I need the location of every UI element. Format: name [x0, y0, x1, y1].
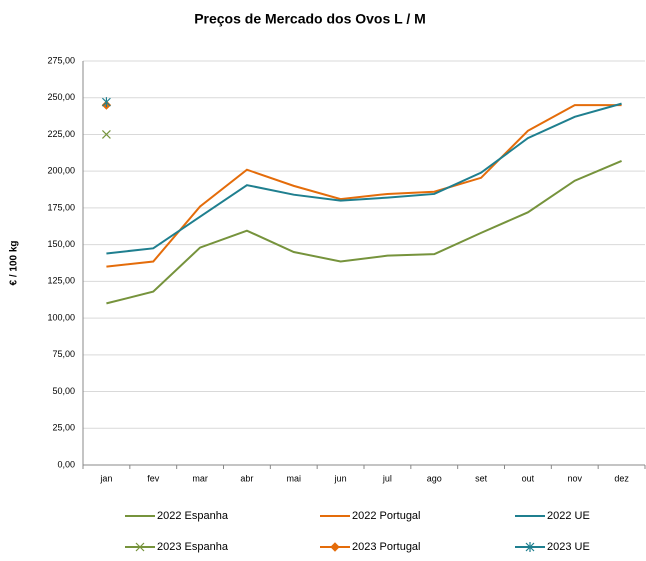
legend-label: 2023 UE: [547, 541, 590, 553]
x-tick-label: out: [522, 473, 535, 483]
y-axis-label: € / 100 kg: [9, 240, 20, 285]
legend-label: 2023 Espanha: [157, 541, 229, 553]
x-tick-label: dez: [614, 473, 629, 483]
y-tick-label: 0,00: [57, 459, 75, 469]
y-tick-label: 250,00: [47, 92, 75, 102]
x-tick-label: mai: [286, 473, 301, 483]
legend-label: 2022 Espanha: [157, 510, 229, 522]
x-tick-label: jul: [382, 473, 392, 483]
x-tick-label: fev: [147, 473, 160, 483]
legend-label: 2023 Portugal: [352, 541, 421, 553]
marker: [330, 542, 340, 552]
legend-label: 2022 UE: [547, 510, 590, 522]
x-tick-label: mar: [192, 473, 208, 483]
y-tick-label: 50,00: [52, 386, 75, 396]
marker: [101, 97, 111, 108]
x-tick-label: jan: [99, 473, 112, 483]
marker: [101, 130, 111, 139]
y-tick-label: 200,00: [47, 166, 75, 176]
marker: [525, 542, 535, 552]
chart-title: Preços de Mercado dos Ovos L / M: [194, 11, 426, 27]
legend-label: 2022 Portugal: [352, 510, 421, 522]
y-tick-label: 100,00: [47, 312, 75, 322]
x-tick-label: set: [475, 473, 488, 483]
y-tick-label: 150,00: [47, 239, 75, 249]
x-tick-label: abr: [240, 473, 253, 483]
y-tick-label: 275,00: [47, 55, 75, 65]
y-tick-label: 175,00: [47, 202, 75, 212]
y-tick-label: 25,00: [52, 423, 75, 433]
line-series: [106, 159, 622, 305]
y-tick-label: 125,00: [47, 276, 75, 286]
x-tick-label: jun: [334, 473, 347, 483]
marker: [135, 542, 145, 552]
line-series: [106, 104, 622, 268]
x-tick-label: ago: [427, 473, 442, 483]
x-tick-label: nov: [567, 473, 582, 483]
y-tick-label: 75,00: [52, 349, 75, 359]
line-series: [106, 102, 622, 255]
y-tick-label: 225,00: [47, 129, 75, 139]
